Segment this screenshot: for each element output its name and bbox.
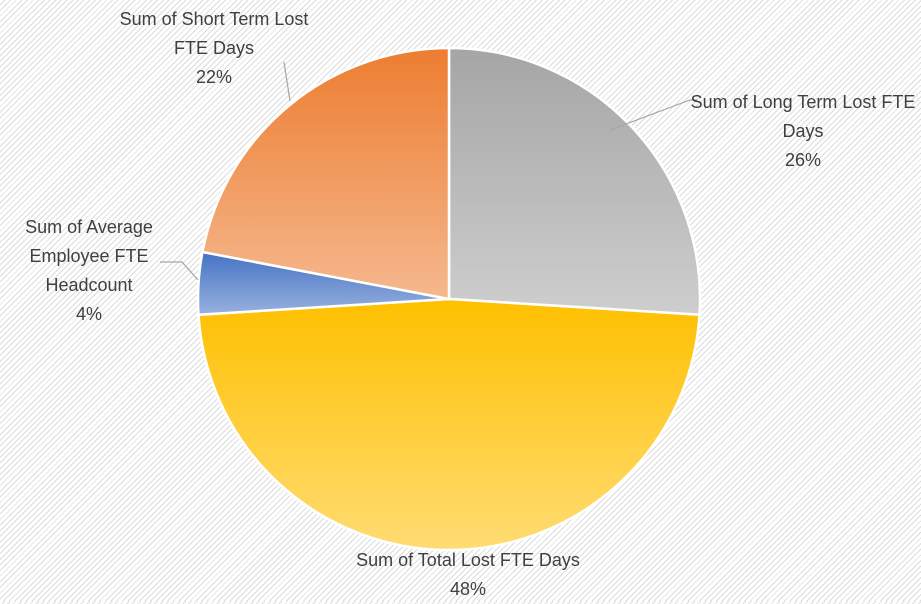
category-label: Sum of Total Lost FTE Days: [356, 550, 580, 570]
slices: [196, 46, 702, 552]
percent-label: 48%: [449, 579, 487, 599]
category-label: Sum of Short Term Lost FTE Days: [119, 9, 309, 58]
data-label: Sum of Total Lost FTE Days 48%: [318, 546, 618, 604]
slice: [197, 297, 701, 552]
category-label: Sum of Average Employee FTE Headcount: [25, 217, 153, 295]
slice: [447, 46, 702, 317]
slice: [200, 46, 451, 301]
leader-lines: [160, 61, 697, 281]
leader-line: [160, 261, 199, 281]
percent-label: 4%: [75, 304, 102, 324]
category-label: Sum of Long Term Lost FTE Days: [690, 92, 916, 141]
leader-line: [283, 61, 291, 102]
percent-label: 26%: [784, 150, 822, 170]
data-label: Sum of Short Term Lost FTE Days 22%: [114, 5, 314, 92]
data-label: Sum of Average Employee FTE Headcount 4%: [4, 213, 174, 329]
percent-label: 22%: [195, 67, 233, 87]
leader-line: [609, 99, 697, 131]
data-label: Sum of Long Term Lost FTE Days 26%: [688, 88, 918, 175]
